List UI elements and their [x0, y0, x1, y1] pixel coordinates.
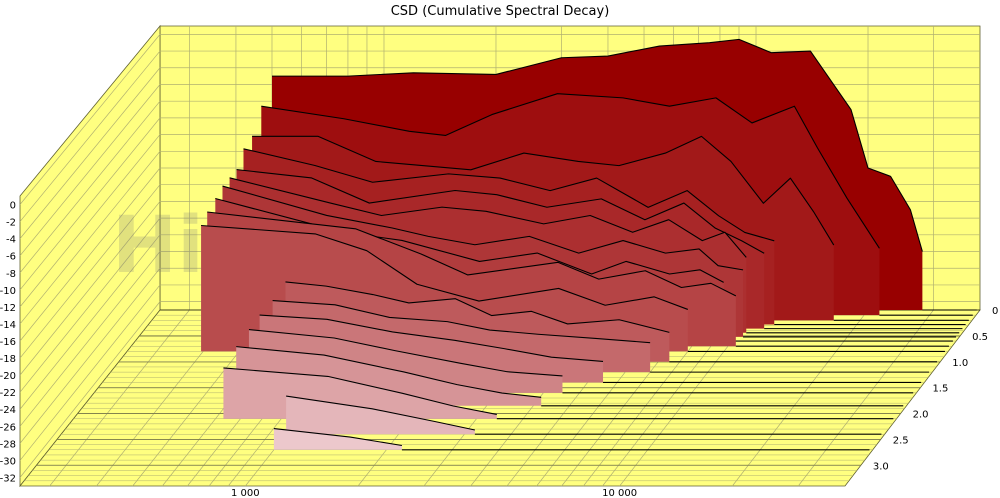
grid-line-y-left — [19, 100, 161, 273]
y-tick-label: -10 — [0, 286, 16, 297]
series-line — [223, 367, 497, 416]
y-tick-label: -14 — [0, 320, 16, 331]
series-line — [252, 135, 835, 246]
series-line — [285, 281, 670, 333]
grid-line-y-left — [19, 134, 161, 308]
y-tick-label: -32 — [0, 473, 16, 484]
y-tick-label: -30 — [0, 456, 16, 467]
series-line — [273, 427, 402, 447]
series-slice — [273, 428, 402, 450]
series-line — [222, 185, 744, 271]
series-line — [259, 314, 604, 362]
y-tick-label: -24 — [0, 405, 16, 416]
y-tick-label: 0 — [10, 201, 16, 212]
z-tick-label: 2.0 — [913, 410, 929, 421]
y-tick-label: -22 — [0, 388, 16, 399]
series-layer — [201, 38, 977, 451]
x-tick-label: 1 000 — [231, 488, 260, 498]
axis-labels: 0 -2 -4 -6 -8 -10 -12 -14 -16 -18 -20 -22 -24 -26 -28 -… — [0, 201, 998, 498]
series-line — [272, 300, 651, 344]
z-tick-label: 2.5 — [893, 435, 909, 446]
z-tick-label: 1.0 — [952, 358, 968, 369]
grid-line-y-left — [19, 268, 161, 444]
z-tick-label: 1.5 — [932, 384, 948, 395]
y-tick-label: -20 — [0, 371, 16, 382]
z-tick-label: 3.0 — [873, 461, 889, 472]
y-tick-label: -8 — [6, 269, 16, 280]
y-tick-label: -18 — [0, 354, 16, 365]
grid-line-y-left — [19, 117, 161, 291]
grid-line-y-left — [19, 301, 161, 478]
grid-line-y-left — [19, 251, 161, 427]
grid-line-y-left — [19, 201, 161, 376]
grid-line-y-left — [19, 50, 161, 222]
series-slice — [286, 396, 475, 435]
y-tick-label: -12 — [0, 303, 16, 314]
grid-line-y-left — [19, 167, 161, 342]
grid-line-y-left — [19, 217, 161, 393]
grid-line-y-left — [19, 284, 161, 461]
series-line — [229, 177, 747, 258]
series-line — [207, 211, 737, 297]
z-tick-label: 0 — [992, 306, 998, 317]
series-line — [286, 395, 475, 431]
grid-line-y-left — [19, 84, 161, 256]
y-tick-label: -2 — [6, 218, 16, 229]
series-line — [236, 169, 765, 254]
grid-line-y-left — [19, 184, 161, 359]
grid-line-y-left — [19, 151, 161, 325]
y-tick-label: -28 — [0, 439, 16, 450]
x-tick-label: 10 000 — [602, 488, 637, 498]
series-line — [236, 346, 542, 398]
y-tick-label: -4 — [6, 235, 16, 246]
series-line — [201, 224, 689, 310]
y-tick-label: -16 — [0, 337, 16, 348]
chart-title: CSD (Cumulative Spectral Decay) — [390, 4, 610, 19]
grid-line-y-left — [19, 67, 161, 239]
grid-line-y-left — [19, 234, 161, 410]
y-tick-label: -6 — [6, 252, 16, 263]
series-line — [271, 38, 923, 252]
series-line — [248, 329, 563, 377]
series-line — [243, 148, 775, 242]
y-tick-label: -26 — [0, 422, 16, 433]
series-line — [261, 93, 880, 249]
z-tick-label: 0.5 — [972, 332, 988, 343]
grid-line-y-left — [19, 34, 161, 205]
